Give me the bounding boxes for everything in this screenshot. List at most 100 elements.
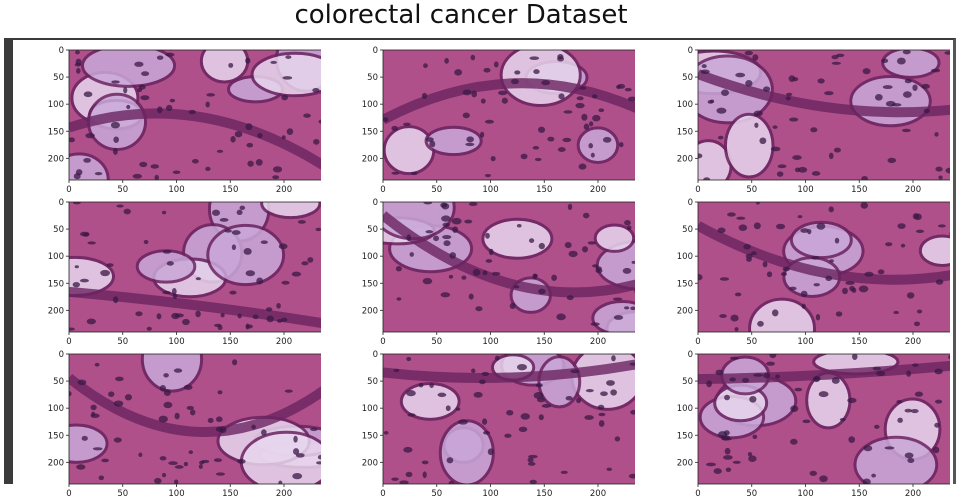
y-tick-label: 50: [367, 377, 378, 387]
x-tick-label: 150: [536, 337, 552, 346]
y-tick-label: 100: [677, 404, 693, 414]
histology-image: [383, 348, 635, 487]
x-tick-label: 0: [695, 489, 700, 498]
y-tick-label: 200: [48, 306, 64, 316]
x-tick-label: 50: [746, 489, 757, 498]
y-tick-label: 100: [48, 252, 64, 262]
x-tick-label: 100: [482, 337, 498, 346]
y-tick-label: 0: [688, 198, 693, 208]
histology-image: [695, 200, 950, 346]
x-tick-label: 200: [590, 185, 606, 194]
histology-image: [359, 196, 635, 346]
x-tick-label: 200: [590, 489, 606, 498]
y-tick-label: 200: [362, 306, 378, 316]
x-tick-label: 150: [222, 489, 238, 498]
x-tick-label: 100: [797, 489, 813, 498]
y-tick-label: 200: [362, 154, 378, 164]
x-tick-label: 150: [222, 185, 238, 194]
y-tick-label: 50: [53, 225, 64, 235]
histology-image: [698, 350, 950, 493]
x-tick-label: 200: [276, 337, 292, 346]
histology-image: [383, 44, 635, 180]
y-tick-label: 150: [677, 431, 693, 441]
x-tick-label: 0: [380, 185, 385, 194]
y-tick-label: 200: [677, 306, 693, 316]
y-tick-label: 150: [362, 431, 378, 441]
x-tick-label: 100: [482, 185, 498, 194]
x-tick-label: 150: [851, 185, 867, 194]
x-tick-label: 50: [746, 337, 757, 346]
x-tick-label: 200: [905, 489, 921, 498]
y-tick-label: 0: [59, 350, 64, 360]
y-tick-label: 0: [59, 46, 64, 56]
x-tick-label: 150: [536, 489, 552, 498]
y-tick-label: 100: [362, 252, 378, 262]
y-tick-label: 200: [48, 154, 64, 164]
x-tick-label: 0: [66, 337, 71, 346]
y-tick-label: 200: [677, 458, 693, 468]
y-tick-label: 150: [362, 279, 378, 289]
y-tick-label: 150: [677, 127, 693, 137]
x-tick-label: 200: [905, 185, 921, 194]
y-tick-label: 50: [53, 73, 64, 83]
y-tick-label: 100: [48, 404, 64, 414]
y-tick-label: 150: [48, 279, 64, 289]
x-tick-label: 0: [66, 185, 71, 194]
y-tick-label: 150: [48, 127, 64, 137]
x-tick-label: 150: [536, 185, 552, 194]
y-tick-label: 50: [53, 377, 64, 387]
y-tick-label: 0: [688, 46, 693, 56]
y-tick-label: 0: [373, 46, 378, 56]
y-tick-label: 50: [682, 225, 693, 235]
x-tick-label: 200: [590, 337, 606, 346]
x-tick-label: 50: [431, 489, 442, 498]
y-tick-label: 50: [367, 225, 378, 235]
y-tick-label: 0: [59, 198, 64, 208]
histology-image: [37, 196, 321, 332]
y-tick-label: 200: [48, 458, 64, 468]
x-tick-label: 100: [797, 337, 813, 346]
x-tick-label: 0: [380, 337, 385, 346]
x-tick-label: 200: [276, 185, 292, 194]
x-tick-label: 50: [746, 185, 757, 194]
x-tick-label: 150: [851, 337, 867, 346]
x-tick-label: 200: [905, 337, 921, 346]
x-tick-label: 0: [695, 185, 700, 194]
x-tick-label: 50: [117, 185, 128, 194]
histology-image: [46, 348, 321, 491]
y-tick-label: 200: [677, 154, 693, 164]
y-tick-label: 150: [48, 431, 64, 441]
y-tick-label: 0: [688, 350, 693, 360]
y-tick-label: 100: [362, 404, 378, 414]
y-tick-label: 0: [373, 350, 378, 360]
x-tick-label: 0: [66, 489, 71, 498]
histology-image: [667, 48, 950, 190]
image-grid-frame: 0 50 100 150 200 0 50 100 150 200 0 50 100 150 200 0 50 1…: [4, 38, 956, 484]
y-tick-label: 200: [362, 458, 378, 468]
x-tick-label: 100: [168, 337, 184, 346]
x-tick-label: 100: [797, 185, 813, 194]
y-tick-label: 100: [48, 100, 64, 110]
x-tick-label: 50: [117, 489, 128, 498]
x-tick-label: 0: [695, 337, 700, 346]
x-tick-label: 150: [222, 337, 238, 346]
page-title: colorectal cancer Dataset: [0, 0, 922, 30]
y-tick-label: 150: [677, 279, 693, 289]
